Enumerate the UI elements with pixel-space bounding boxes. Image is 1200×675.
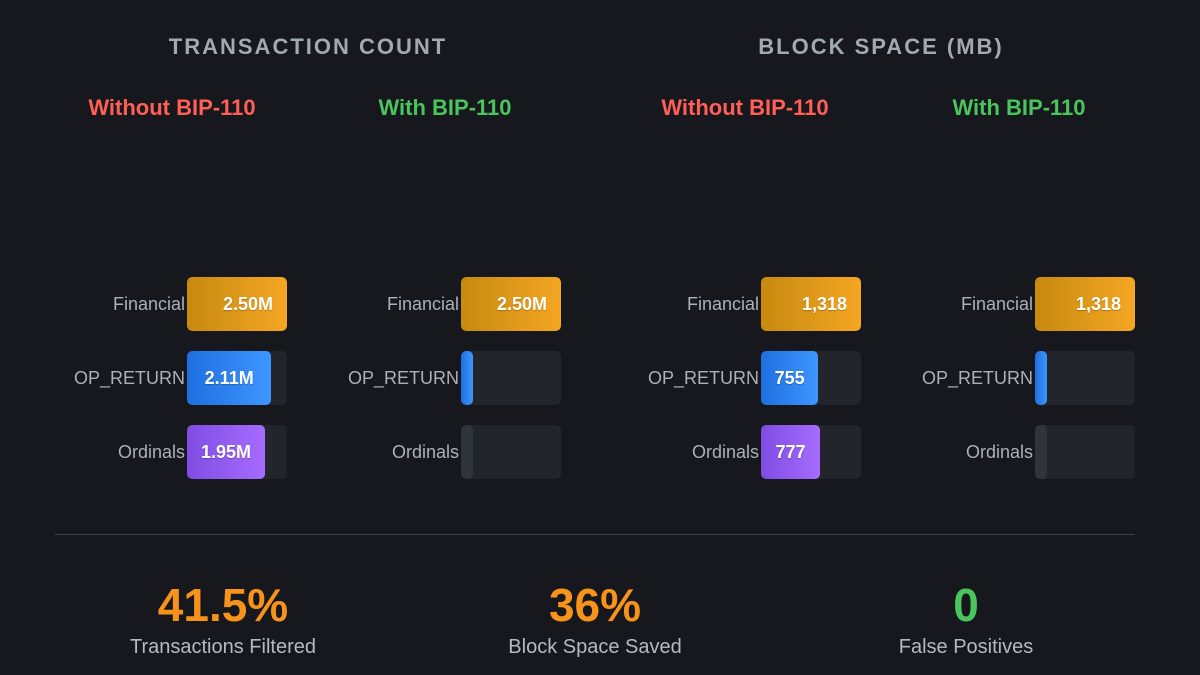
category-label: OP_RETURN [647, 368, 759, 388]
bar-value-label: 2.50M [496, 294, 547, 314]
series-label-with-bip110: With BIP-110 [952, 95, 1086, 120]
bar-financial [187, 277, 287, 331]
bar-value-label: 777 [775, 442, 806, 462]
stat-block-space-saved: 36% Block Space Saved [445, 578, 745, 659]
bar-ordinals [461, 425, 473, 479]
bar-value-label: 1.95M [200, 442, 252, 462]
stat-label: Block Space Saved [508, 636, 682, 658]
bar-financial [1035, 277, 1135, 331]
category-label: Financial [112, 294, 185, 314]
bar-op_return [761, 351, 819, 405]
stat-false-positives: 0 False Positives [816, 578, 1116, 659]
bar-ordinals [761, 425, 820, 479]
bar-value-label: 1,318 [801, 294, 847, 314]
category-label: Ordinals [691, 442, 759, 462]
category-label: Ordinals [117, 442, 185, 462]
chart-title-transaction-count: TRANSACTION COUNT [168, 34, 448, 59]
bar-track [461, 351, 561, 405]
bar-value-label: 755 [774, 368, 805, 388]
bar-op_return [1035, 351, 1047, 405]
category-label: Financial [960, 294, 1033, 314]
bar-ordinals [187, 425, 265, 479]
bar-track: 2.50M [461, 277, 561, 331]
category-label: Financial [386, 294, 459, 314]
bar-ordinals [1035, 425, 1047, 479]
series-label-without-bip110: Without BIP-110 [661, 95, 829, 120]
category-label: Ordinals [391, 442, 459, 462]
stat-value: 0 [953, 579, 979, 631]
bar-track [1035, 351, 1135, 405]
stat-value: 41.5% [157, 579, 289, 631]
category-label: OP_RETURN [73, 368, 185, 388]
chart-title-block-space: BLOCK SPACE (MB) [758, 34, 1004, 59]
bar-financial [461, 277, 561, 331]
bar-value-label: 2.50M [222, 294, 273, 314]
category-label: OP_RETURN [347, 368, 459, 388]
bar-financial [761, 277, 861, 331]
bar-value-label: 1,318 [1075, 294, 1121, 314]
category-label: Ordinals [965, 442, 1033, 462]
bar-track [461, 425, 561, 479]
bar-track: 1.95M [187, 425, 287, 479]
bar-track: 1,318 [761, 277, 861, 331]
stat-value: 36% [548, 579, 642, 631]
category-label: Financial [686, 294, 759, 314]
category-label: OP_RETURN [921, 368, 1033, 388]
bar-track [1035, 425, 1135, 479]
bar-track: 2.50M [187, 277, 287, 331]
divider [55, 534, 1135, 535]
stat-label: False Positives [898, 636, 1034, 658]
bar-track: 777 [761, 425, 861, 479]
series-label-without-bip110: Without BIP-110 [88, 95, 256, 120]
bar-op_return [187, 351, 272, 405]
bar-track: 1,318 [1035, 277, 1135, 331]
series-label-with-bip110: With BIP-110 [378, 95, 512, 120]
bar-value-label: 2.11M [204, 368, 254, 388]
stat-transactions-filtered: 41.5% Transactions Filtered [73, 578, 373, 659]
bar-track: 2.11M [187, 351, 287, 405]
stat-label: Transactions Filtered [130, 636, 316, 658]
bar-track: 755 [761, 351, 861, 405]
bar-op_return [461, 351, 473, 405]
